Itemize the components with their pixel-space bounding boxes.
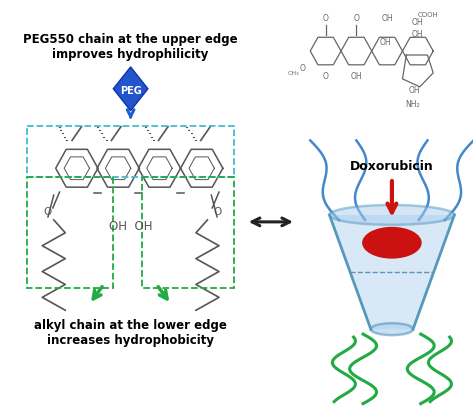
Text: OH: OH <box>351 72 362 81</box>
Text: OH: OH <box>408 86 420 95</box>
Text: OH  OH: OH OH <box>109 220 152 233</box>
Text: Doxorubicin: Doxorubicin <box>350 160 434 173</box>
Text: O: O <box>213 207 221 217</box>
Ellipse shape <box>371 323 413 335</box>
Text: OH: OH <box>411 30 423 39</box>
Ellipse shape <box>362 227 422 259</box>
Text: CH₃: CH₃ <box>287 71 299 76</box>
Text: PEG550 chain at the upper edge
improves hydrophilicity: PEG550 chain at the upper edge improves … <box>23 33 238 61</box>
Text: OH: OH <box>411 18 423 27</box>
Text: alkyl chain at the lower edge
increases hydrophobicity: alkyl chain at the lower edge increases … <box>34 319 227 347</box>
Text: O: O <box>323 72 328 81</box>
Polygon shape <box>113 67 148 111</box>
Text: O: O <box>300 64 306 73</box>
Polygon shape <box>329 215 455 329</box>
Text: OH: OH <box>379 38 391 47</box>
Ellipse shape <box>329 205 455 225</box>
Text: O: O <box>44 207 52 217</box>
Text: OH: OH <box>381 14 393 23</box>
Text: O: O <box>354 14 359 23</box>
Text: NH₂: NH₂ <box>405 100 419 109</box>
Text: O: O <box>323 14 328 23</box>
Text: PEG: PEG <box>120 86 141 96</box>
Text: COOH: COOH <box>418 12 438 18</box>
